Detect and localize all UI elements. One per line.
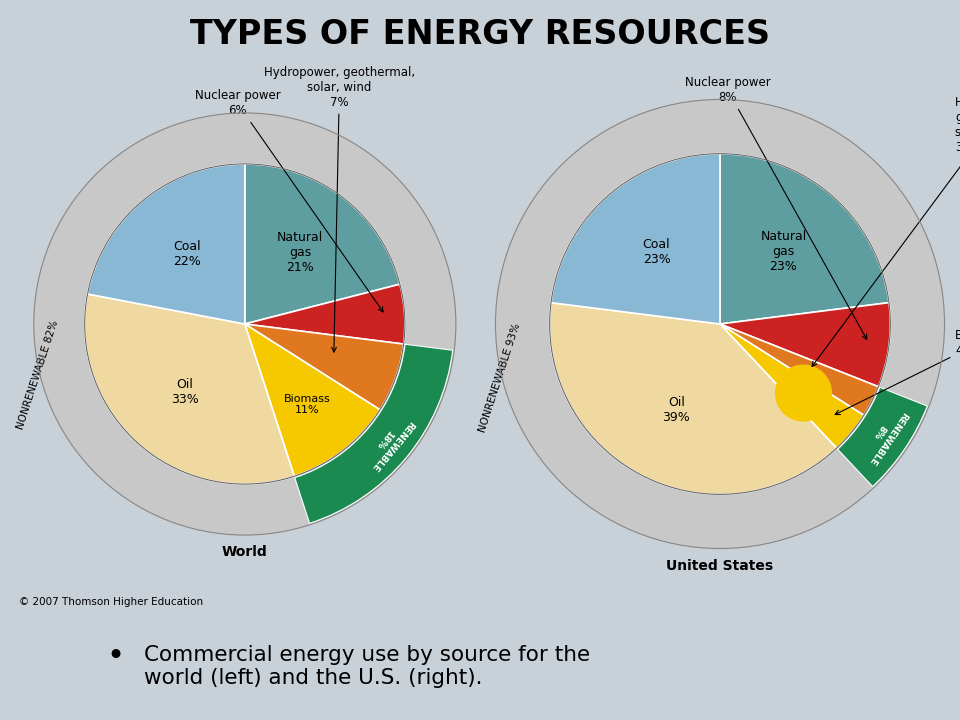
Wedge shape bbox=[720, 324, 864, 448]
Text: RENEWABLE
18%: RENEWABLE 18% bbox=[361, 413, 415, 472]
Text: NONRENEWABLE 82%: NONRENEWABLE 82% bbox=[15, 319, 60, 431]
Text: •: • bbox=[107, 642, 124, 671]
Wedge shape bbox=[87, 164, 245, 324]
Circle shape bbox=[84, 164, 405, 484]
Text: Natural
gas
23%: Natural gas 23% bbox=[760, 230, 806, 274]
Wedge shape bbox=[838, 387, 927, 487]
Wedge shape bbox=[550, 302, 836, 495]
Text: © 2007 Thomson Higher Education: © 2007 Thomson Higher Education bbox=[19, 597, 204, 607]
Text: Natural
gas
21%: Natural gas 21% bbox=[277, 231, 324, 274]
Text: Biomass
11%: Biomass 11% bbox=[284, 394, 330, 415]
Text: World: World bbox=[222, 545, 268, 559]
Wedge shape bbox=[245, 324, 380, 476]
Wedge shape bbox=[720, 324, 878, 415]
Wedge shape bbox=[720, 153, 889, 324]
Text: Oil
33%: Oil 33% bbox=[171, 378, 199, 405]
Text: NONRENEWABLE 93%: NONRENEWABLE 93% bbox=[478, 323, 522, 434]
Circle shape bbox=[550, 153, 890, 495]
Wedge shape bbox=[720, 302, 890, 387]
Circle shape bbox=[495, 99, 945, 549]
Text: Hydropower, geothermal,
solar, wind
7%: Hydropower, geothermal, solar, wind 7% bbox=[264, 66, 415, 352]
Wedge shape bbox=[295, 344, 453, 523]
Circle shape bbox=[776, 365, 831, 421]
Text: Oil
39%: Oil 39% bbox=[662, 395, 690, 423]
Text: Biomass
4%: Biomass 4% bbox=[780, 382, 827, 404]
Text: Coal
22%: Coal 22% bbox=[174, 240, 202, 269]
Text: Hydropower
geothermal,
solar, wind
3%: Hydropower geothermal, solar, wind 3% bbox=[812, 96, 960, 366]
Text: RENEWABLE
8%: RENEWABLE 8% bbox=[858, 404, 909, 466]
Wedge shape bbox=[245, 284, 405, 344]
Text: Nuclear power
6%: Nuclear power 6% bbox=[195, 89, 383, 312]
Text: Biomass
4%: Biomass 4% bbox=[835, 328, 960, 415]
Text: Coal
23%: Coal 23% bbox=[642, 238, 670, 266]
Wedge shape bbox=[245, 164, 400, 324]
Text: Commercial energy use by source for the
world (left) and the U.S. (right).: Commercial energy use by source for the … bbox=[144, 645, 590, 688]
Text: United States: United States bbox=[666, 559, 774, 573]
Wedge shape bbox=[245, 324, 403, 410]
Text: Nuclear power
8%: Nuclear power 8% bbox=[684, 76, 867, 339]
Wedge shape bbox=[84, 294, 295, 484]
Circle shape bbox=[34, 113, 456, 535]
Wedge shape bbox=[551, 153, 720, 324]
Text: TYPES OF ENERGY RESOURCES: TYPES OF ENERGY RESOURCES bbox=[190, 18, 770, 50]
